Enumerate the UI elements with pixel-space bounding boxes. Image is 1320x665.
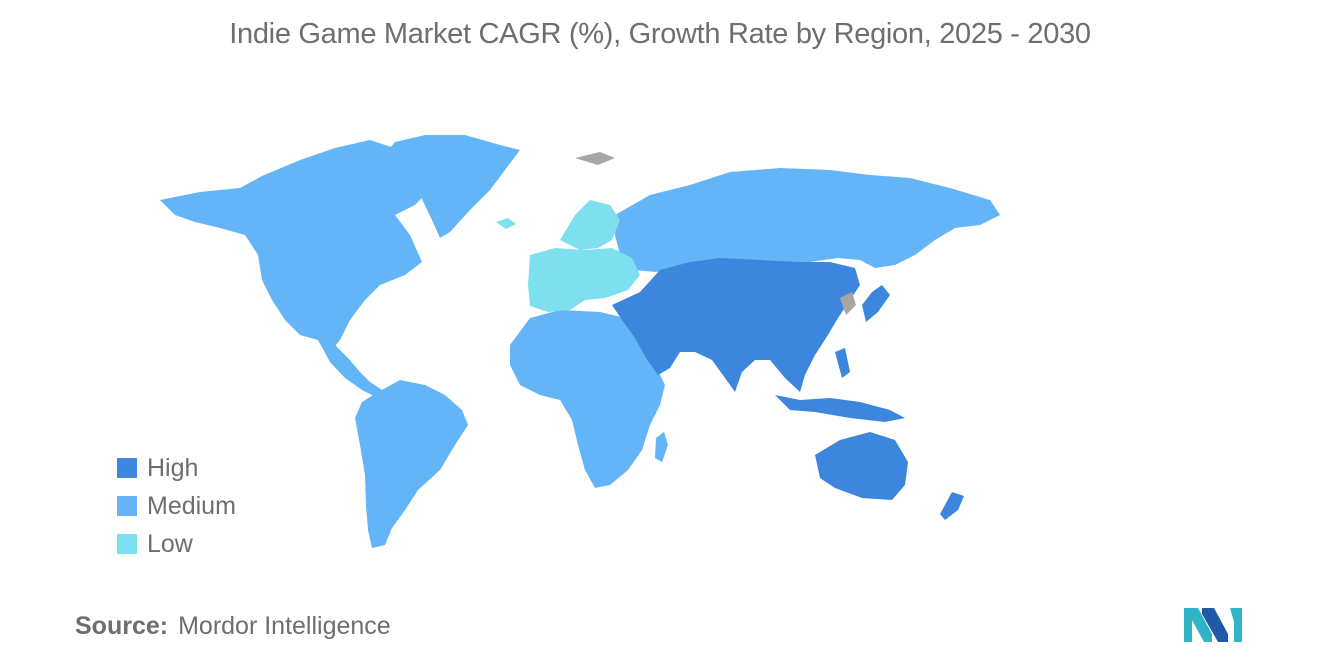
legend-swatch-medium — [117, 496, 137, 516]
logo-mid-stroke — [1202, 608, 1228, 642]
legend: High Medium Low — [117, 449, 236, 563]
legend-swatch-high — [117, 458, 137, 478]
low-regions — [496, 200, 640, 312]
source-value: Mordor Intelligence — [178, 612, 391, 640]
region-south-america — [355, 380, 468, 548]
region-greenland — [380, 135, 520, 238]
region-iceland — [496, 218, 516, 229]
source-label: Source: — [75, 612, 169, 640]
region-new-zealand — [940, 492, 964, 520]
legend-label-medium: Medium — [147, 491, 236, 520]
region-indonesia — [775, 395, 905, 422]
logo-left-stroke — [1184, 608, 1212, 642]
no-data-regions — [575, 152, 856, 315]
legend-item-high: High — [117, 449, 236, 487]
region-north-america — [160, 140, 430, 355]
region-russia — [615, 168, 1000, 272]
region-korea-peninsula — [840, 292, 856, 315]
region-japan — [862, 285, 890, 322]
legend-label-high: High — [147, 453, 199, 482]
region-europe — [528, 248, 640, 312]
legend-label-low: Low — [147, 529, 193, 558]
region-australia — [815, 432, 908, 500]
region-scandinavia — [560, 200, 620, 250]
legend-item-low: Low — [117, 525, 236, 563]
high-regions — [612, 258, 964, 520]
legend-swatch-low — [117, 534, 137, 554]
mordor-logo-icon — [1184, 608, 1242, 642]
region-africa — [510, 310, 665, 488]
region-svalbard — [575, 152, 615, 165]
chart-title: Indie Game Market CAGR (%), Growth Rate … — [229, 18, 1091, 50]
region-philippines — [835, 348, 850, 378]
region-asia — [612, 258, 860, 392]
source-line: Source: Mordor Intelligence — [75, 612, 391, 641]
region-madagascar — [655, 432, 668, 462]
legend-item-medium: Medium — [117, 487, 236, 525]
region-central-america — [318, 340, 385, 398]
medium-regions — [160, 135, 1000, 548]
logo-right-stroke — [1230, 608, 1242, 642]
